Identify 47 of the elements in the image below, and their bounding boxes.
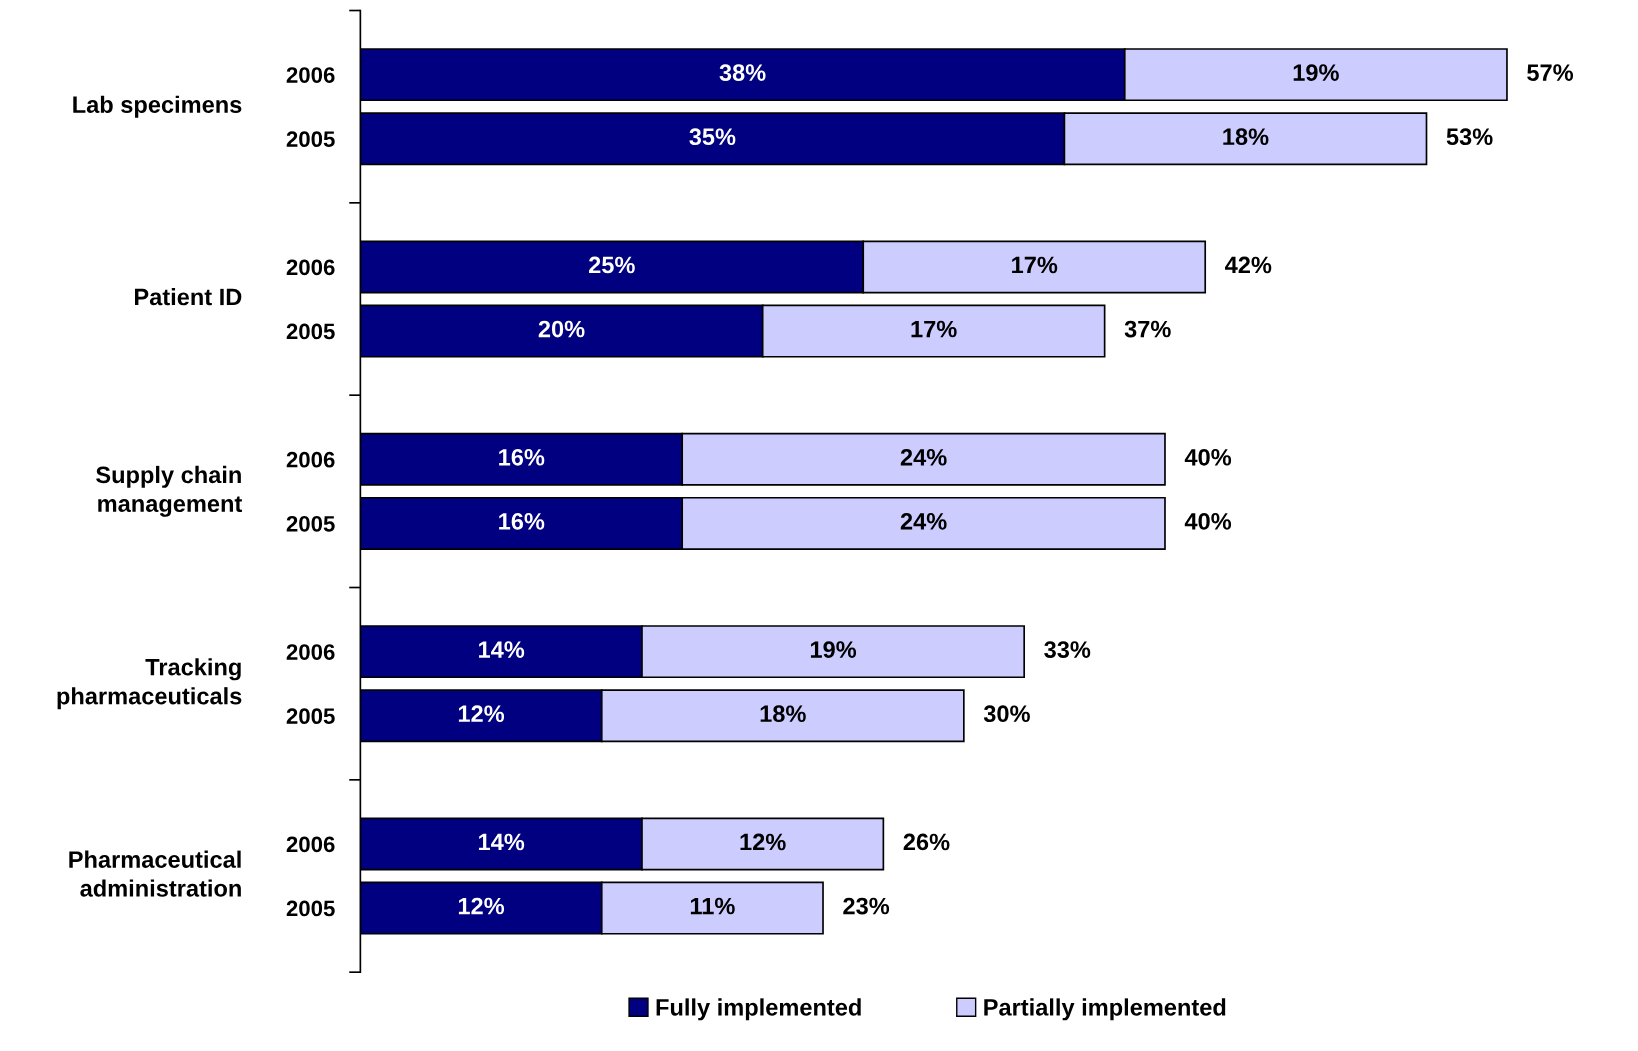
data-label: 20%	[538, 320, 585, 338]
y-tick-label: 2005	[286, 323, 335, 340]
text: Lab specimens	[73, 95, 242, 118]
data-label: 24%	[900, 448, 947, 466]
data-label: 14%	[479, 641, 525, 658]
y-tick-label: 2005	[286, 900, 335, 917]
data-label: 12%	[458, 705, 505, 723]
data-label: 25%	[589, 256, 635, 274]
data-label: 24%	[900, 513, 947, 530]
data-label: 14%	[479, 833, 525, 851]
legend-label: Partially implemented	[984, 998, 1226, 1021]
data-label: 12%	[458, 897, 505, 915]
text: Supply chain management	[96, 465, 243, 517]
total-label: 40%	[1184, 513, 1232, 530]
text: Patient ID	[135, 288, 242, 306]
total-label: 23%	[843, 897, 890, 915]
data-label: 19%	[810, 641, 857, 658]
text: Tracking pharmaceuticals	[57, 658, 242, 710]
y-tick-label: 2006	[286, 451, 335, 468]
y-tick-label: 2006	[286, 644, 335, 660]
y-tick-label: 2005	[286, 515, 335, 532]
data-label: 16%	[499, 513, 545, 530]
data-label: 12%	[740, 833, 786, 851]
total-label: 53%	[1446, 128, 1493, 146]
y-tick-label: 2006	[286, 67, 335, 83]
data-label: 35%	[689, 128, 736, 146]
total-label: 37%	[1124, 320, 1171, 338]
data-label: 38%	[719, 64, 766, 81]
y-tick-label: 2006	[286, 836, 335, 853]
data-label: 19%	[1293, 64, 1339, 81]
y-tick-label: 2005	[286, 708, 335, 724]
total-label: 42%	[1225, 256, 1272, 274]
data-label: 18%	[1223, 128, 1269, 146]
data-label: 16%	[499, 448, 545, 466]
text: Pharmaceutical administration	[69, 850, 241, 897]
total-label: 40%	[1184, 448, 1232, 466]
total-label: 33%	[1044, 641, 1091, 658]
data-label: 11%	[690, 897, 735, 915]
legend-label: Fully implemented	[656, 998, 861, 1021]
total-label: 57%	[1527, 64, 1574, 81]
y-tick-label: 2005	[286, 131, 335, 147]
data-label: 17%	[1012, 256, 1058, 274]
data-label: 18%	[760, 705, 806, 723]
total-label: 26%	[903, 833, 950, 851]
data-label: 17%	[911, 320, 957, 338]
total-label: 30%	[983, 705, 1030, 723]
y-tick-label: 2006	[286, 259, 335, 276]
